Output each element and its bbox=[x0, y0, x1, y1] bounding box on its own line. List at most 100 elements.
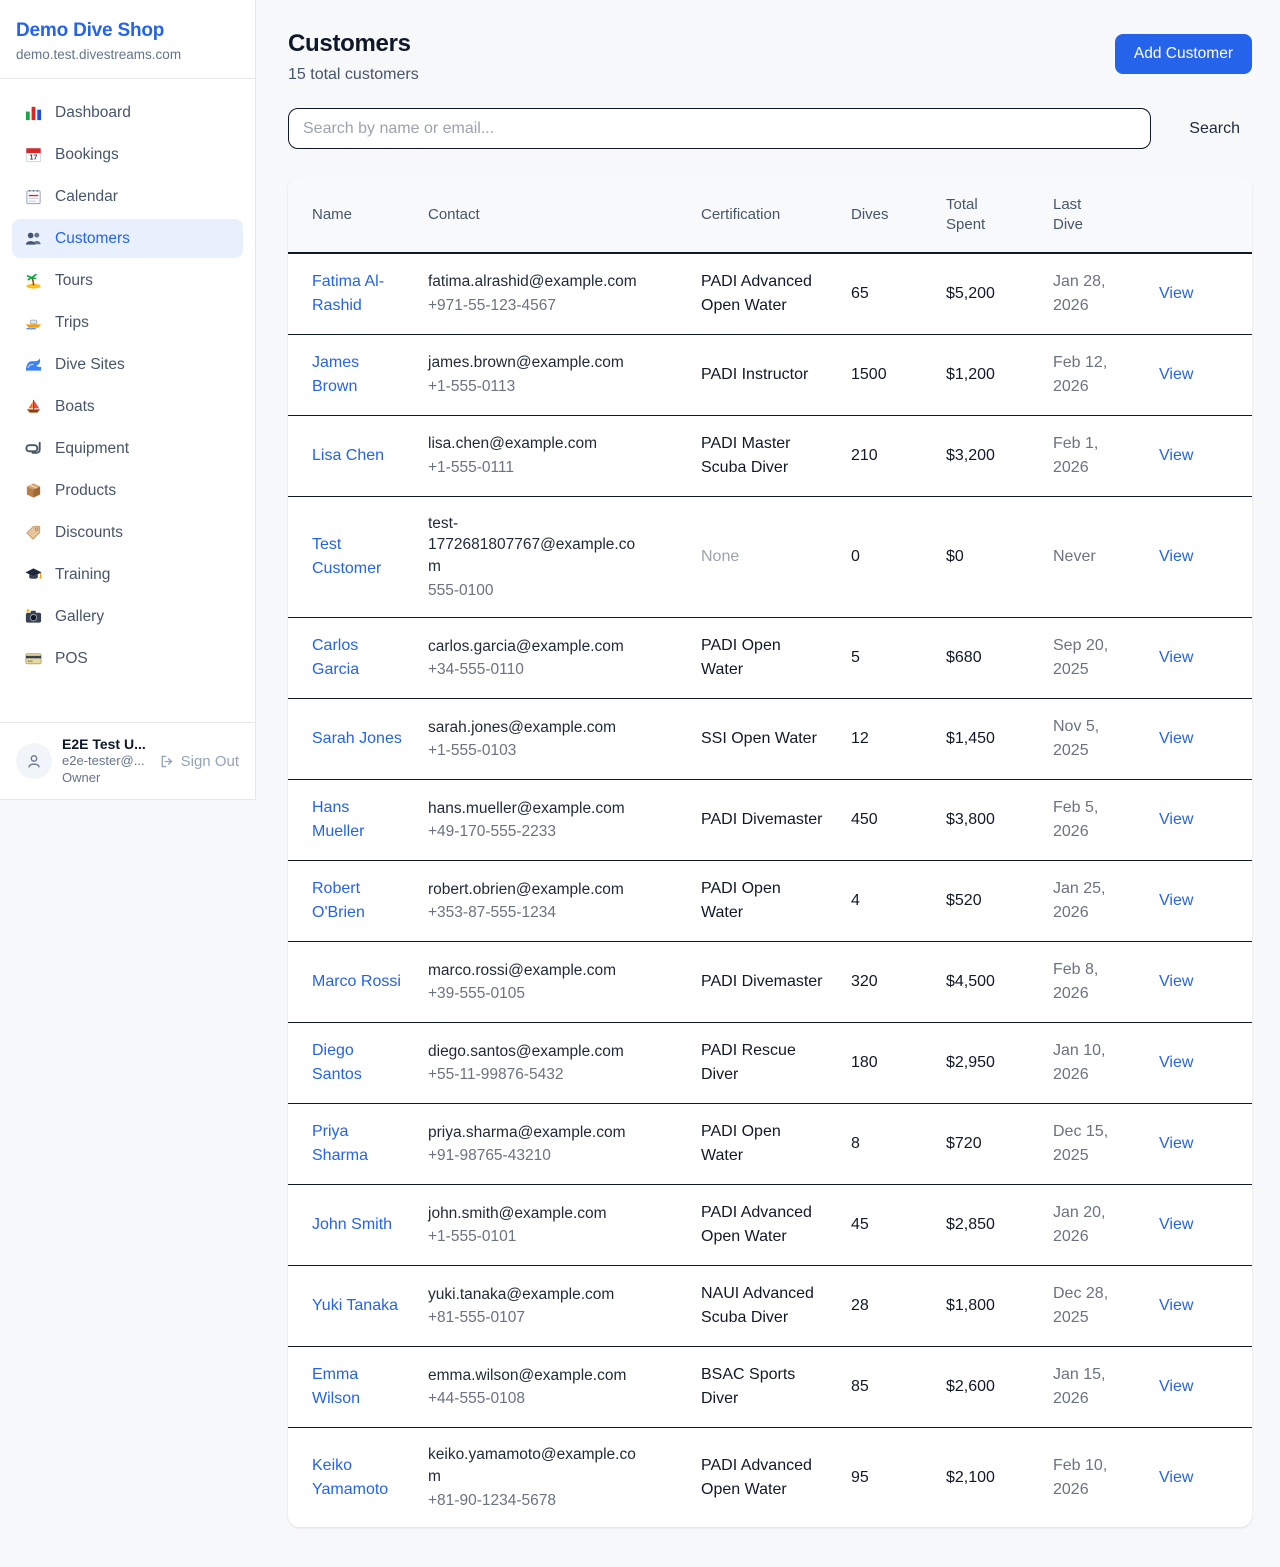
view-link[interactable]: View bbox=[1159, 730, 1194, 748]
dives-value: 65 bbox=[851, 284, 869, 302]
customer-name-link[interactable]: Diego Santos bbox=[312, 1042, 362, 1084]
customer-phone: 555-0100 bbox=[428, 581, 494, 599]
certification-value: PADI Advanced Open Water bbox=[701, 272, 812, 314]
certification-value: PADI Instructor bbox=[701, 365, 809, 383]
sidebar-item-bookings[interactable]: 17 Bookings bbox=[12, 135, 243, 174]
sidebar-item-dashboard[interactable]: Dashboard bbox=[12, 93, 243, 132]
user-section: E2E Test U... e2e-tester@... Owner Sign … bbox=[0, 722, 255, 799]
view-link[interactable]: View bbox=[1159, 1378, 1194, 1396]
last-dive-value: Feb 5, 2026 bbox=[1053, 799, 1099, 841]
customer-email: lisa.chen@example.com bbox=[428, 434, 598, 452]
last-dive-value: Dec 15, 2025 bbox=[1053, 1123, 1109, 1165]
view-link[interactable]: View bbox=[1159, 973, 1194, 991]
customer-name-link[interactable]: Hans Mueller bbox=[312, 799, 365, 841]
last-dive-value: Jan 28, 2026 bbox=[1053, 272, 1106, 314]
customer-name-link[interactable]: Fatima Al-Rashid bbox=[312, 272, 385, 314]
customer-phone: +91-98765-43210 bbox=[428, 1147, 551, 1165]
table-row: Robert O'Brien robert.obrien@example.com… bbox=[288, 861, 1252, 942]
view-link[interactable]: View bbox=[1159, 1216, 1194, 1234]
table-row: James Brown james.brown@example.com +1-55… bbox=[288, 334, 1252, 415]
table-row: Sarah Jones sarah.jones@example.com +1-55… bbox=[288, 699, 1252, 780]
customer-email: james.brown@example.com bbox=[428, 353, 624, 371]
customer-name-link[interactable]: Yuki Tanaka bbox=[312, 1297, 398, 1315]
customer-name-link[interactable]: Sarah Jones bbox=[312, 730, 402, 748]
sign-out-label: Sign Out bbox=[180, 752, 239, 770]
customer-name-link[interactable]: Marco Rossi bbox=[312, 973, 401, 991]
customer-name-link[interactable]: Carlos Garcia bbox=[312, 637, 360, 679]
wave-icon bbox=[25, 358, 42, 371]
last-dive-value: Nov 5, 2025 bbox=[1053, 718, 1100, 760]
dives-value: 95 bbox=[851, 1468, 869, 1486]
table-row: Lisa Chen lisa.chen@example.com +1-555-01… bbox=[288, 415, 1252, 496]
table-row: Hans Mueller hans.mueller@example.com +49… bbox=[288, 780, 1252, 861]
total-spent-value: $2,100 bbox=[946, 1468, 995, 1486]
certification-value: PADI Master Scuba Diver bbox=[701, 434, 791, 476]
customer-email: emma.wilson@example.com bbox=[428, 1366, 627, 1384]
customer-email: sarah.jones@example.com bbox=[428, 718, 617, 736]
customer-email: john.smith@example.com bbox=[428, 1204, 607, 1222]
user-role: Owner bbox=[62, 770, 101, 786]
customer-phone: +1-555-0103 bbox=[428, 742, 517, 760]
customer-name-link[interactable]: Priya Sharma bbox=[312, 1123, 369, 1165]
view-link[interactable]: View bbox=[1159, 1135, 1194, 1153]
add-customer-button[interactable]: Add Customer bbox=[1114, 34, 1252, 74]
customer-email: diego.santos@example.com bbox=[428, 1042, 624, 1060]
view-link[interactable]: View bbox=[1159, 365, 1194, 383]
sidebar-item-products[interactable]: Products bbox=[12, 471, 243, 510]
customer-phone: +81-555-0107 bbox=[428, 1309, 525, 1327]
total-spent-value: $3,200 bbox=[946, 446, 995, 464]
view-link[interactable]: View bbox=[1159, 284, 1194, 302]
sign-out-button[interactable]: Sign Out bbox=[158, 753, 239, 770]
column-header-dives: Dives bbox=[851, 177, 946, 254]
certification-value: PADI Open Water bbox=[701, 880, 781, 922]
last-dive-value: Jan 10, 2026 bbox=[1053, 1042, 1106, 1084]
dives-value: 45 bbox=[851, 1216, 869, 1234]
sidebar-item-training[interactable]: Training bbox=[12, 555, 243, 594]
column-header-contact: Contact bbox=[428, 177, 701, 254]
spiral-calendar-icon bbox=[26, 189, 41, 205]
certification-value: PADI Rescue Diver bbox=[701, 1042, 796, 1084]
sidebar-item-pos[interactable]: POS bbox=[12, 639, 243, 678]
view-link[interactable]: View bbox=[1159, 446, 1194, 464]
logout-icon bbox=[161, 755, 172, 767]
palm-island-icon bbox=[26, 273, 41, 289]
customer-name-link[interactable]: John Smith bbox=[312, 1216, 393, 1234]
sidebar-item-equipment[interactable]: Equipment bbox=[12, 429, 243, 468]
view-link[interactable]: View bbox=[1159, 547, 1194, 565]
total-spent-value: $2,600 bbox=[946, 1378, 995, 1396]
sidebar-item-label: Equipment bbox=[55, 439, 130, 457]
customer-phone: +55-11-99876-5432 bbox=[428, 1066, 564, 1084]
search-button[interactable]: Search bbox=[1189, 112, 1240, 146]
total-spent-value: $1,450 bbox=[946, 730, 995, 748]
dives-value: 180 bbox=[851, 1054, 878, 1072]
dives-value: 4 bbox=[851, 892, 860, 910]
view-link[interactable]: View bbox=[1159, 811, 1194, 829]
view-link[interactable]: View bbox=[1159, 649, 1194, 667]
sidebar-item-boats[interactable]: Boats bbox=[12, 387, 243, 426]
tag-icon bbox=[26, 525, 41, 540]
customer-name-link[interactable]: Robert O'Brien bbox=[312, 880, 365, 922]
search-input[interactable] bbox=[288, 108, 1152, 149]
sidebar-item-discounts[interactable]: Discounts bbox=[12, 513, 243, 552]
view-link[interactable]: View bbox=[1159, 1297, 1194, 1315]
customer-name-link[interactable]: Lisa Chen bbox=[312, 446, 385, 464]
sidebar-item-customers[interactable]: Customers bbox=[12, 219, 243, 258]
customer-name-link[interactable]: Emma Wilson bbox=[312, 1366, 361, 1408]
sidebar-item-trips[interactable]: Trips bbox=[12, 303, 243, 342]
sidebar-item-tours[interactable]: Tours bbox=[12, 261, 243, 300]
sidebar-item-calendar[interactable]: Calendar bbox=[12, 177, 243, 216]
customer-phone: +81-90-1234-5678 bbox=[428, 1491, 556, 1509]
view-link[interactable]: View bbox=[1159, 892, 1194, 910]
certification-value: PADI Advanced Open Water bbox=[701, 1204, 812, 1246]
sidebar-item-gallery[interactable]: Gallery bbox=[12, 597, 243, 636]
sidebar-item-label: Gallery bbox=[55, 607, 105, 625]
customer-name-link[interactable]: James Brown bbox=[312, 353, 360, 395]
bar-chart-icon bbox=[25, 106, 42, 121]
sidebar-item-dive-sites[interactable]: Dive Sites bbox=[12, 345, 243, 384]
last-dive-value: Sep 20, 2025 bbox=[1053, 637, 1109, 679]
customer-name-link[interactable]: Test Customer bbox=[312, 535, 382, 577]
view-link[interactable]: View bbox=[1159, 1054, 1194, 1072]
customer-name-link[interactable]: Keiko Yamamoto bbox=[312, 1456, 389, 1498]
view-link[interactable]: View bbox=[1159, 1468, 1194, 1486]
shop-title: Demo Dive Shop bbox=[16, 20, 165, 41]
